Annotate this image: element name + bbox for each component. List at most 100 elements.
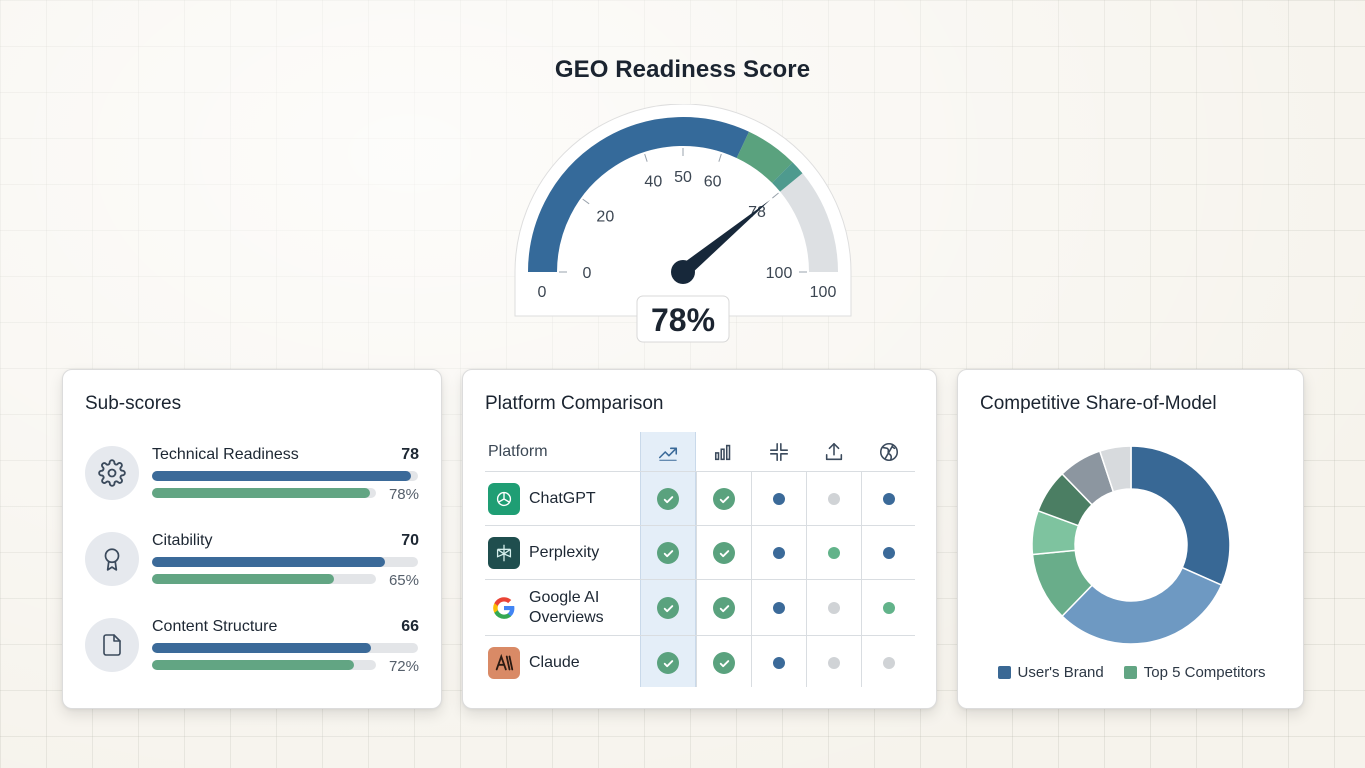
subscore-bar-primary-fill [152, 643, 372, 653]
legend-label: User's Brand [1017, 664, 1104, 681]
cell-dot [751, 472, 807, 526]
cell-dot [751, 526, 807, 580]
status-dot [773, 547, 785, 559]
gauge-tick-mark [718, 153, 722, 162]
legend-item-competitors: Top 5 Competitors [1123, 664, 1266, 681]
cell-dot [806, 472, 862, 526]
status-dot [828, 547, 840, 559]
cell-check [696, 636, 752, 690]
subscore-bar-secondary [152, 660, 376, 670]
status-dot [828, 657, 840, 669]
subscore-label: Technical Readiness [152, 446, 299, 463]
subscore-value: 78 [401, 446, 419, 463]
status-dot [828, 493, 840, 505]
platform-comparison-card: Platform Comparison Platform [462, 369, 937, 709]
cell-dot [751, 580, 807, 636]
check-icon [657, 652, 679, 674]
subscores-title: Sub-scores [85, 393, 182, 414]
status-dot [828, 602, 840, 614]
globe-icon[interactable] [861, 441, 917, 463]
table-row[interactable]: Claude [485, 636, 915, 690]
subscore-bar-primary-fill [152, 471, 412, 481]
gauge-arc-primary [528, 117, 749, 273]
gauge-tick-label: 50 [674, 169, 692, 186]
check-icon [713, 542, 735, 564]
cell-dot [806, 636, 862, 690]
legend-label: Top 5 Competitors [1143, 664, 1266, 681]
subscore-value: 70 [401, 532, 419, 549]
gauge-tick-mark [772, 192, 779, 199]
table-row[interactable]: ChatGPT [485, 472, 915, 526]
bar-chart-icon[interactable] [696, 441, 752, 463]
status-dot [883, 547, 895, 559]
perplexity-logo-icon [488, 537, 520, 569]
compress-icon[interactable] [751, 441, 807, 463]
subscore-bar-primary [152, 471, 418, 481]
platform-name: Google AI Overviews [529, 589, 604, 626]
share-donut-chart [1031, 445, 1231, 645]
cell-check [696, 472, 752, 526]
check-icon [713, 488, 735, 510]
table-row[interactable]: Perplexity [485, 526, 915, 580]
score-title: GEO Readiness Score [554, 56, 811, 83]
readiness-gauge: 0 20 40 50 60 78 100 0 100 78% [514, 104, 852, 343]
check-icon [713, 597, 735, 619]
gauge-outer-label-max: 100 [810, 284, 837, 301]
status-dot [773, 602, 785, 614]
gauge-tick-mark [644, 153, 648, 162]
cell-check [640, 580, 696, 636]
gauge-tick-label: 0 [583, 265, 592, 282]
subscore-percent: 65% [388, 572, 419, 589]
platform-comparison-title: Platform Comparison [485, 393, 664, 414]
platform-name: ChatGPT [529, 490, 596, 507]
subscore-citability: Citability 70 65% [85, 532, 419, 592]
subscore-label: Content Structure [152, 618, 278, 635]
legend-item-users-brand: User's Brand [997, 664, 1104, 681]
upload-icon[interactable] [806, 441, 862, 463]
subscore-bar-secondary-fill [152, 488, 371, 498]
subscore-percent: 78% [388, 486, 419, 503]
donut-slice [1098, 445, 1132, 493]
table-row[interactable]: Google AI Overviews [485, 580, 915, 636]
status-dot [773, 657, 785, 669]
check-icon [657, 542, 679, 564]
cell-check [696, 580, 752, 636]
donut-slice [1061, 566, 1223, 645]
check-icon [713, 652, 735, 674]
check-icon [657, 597, 679, 619]
gauge-needle [678, 199, 771, 278]
subscore-bar-primary [152, 643, 418, 653]
trend-line-icon[interactable] [640, 441, 696, 463]
document-icon [85, 618, 139, 672]
cell-dot [861, 526, 917, 580]
subscore-bar-secondary [152, 488, 376, 498]
status-dot [883, 602, 895, 614]
cell-check [640, 636, 696, 690]
score-display-box [636, 295, 730, 343]
gauge-tick-label: 40 [644, 174, 662, 191]
claude-logo-icon [488, 647, 520, 679]
gauge-tick-label: 60 [704, 174, 722, 191]
gear-icon [85, 446, 139, 500]
cell-dot [861, 636, 917, 690]
platform-name: Claude [529, 654, 580, 671]
platform-name: Perplexity [529, 544, 600, 561]
score-display-value: 78% [651, 302, 715, 338]
cell-dot [806, 526, 862, 580]
gauge-tick-label: 100 [766, 265, 793, 282]
cell-dot [806, 580, 862, 636]
subscore-content-structure: Content Structure 66 72% [85, 618, 419, 678]
google-logo-icon [488, 592, 520, 624]
status-dot [883, 493, 895, 505]
subscore-bar-secondary [152, 574, 376, 584]
subscore-technical-readiness: Technical Readiness 78 78% [85, 446, 419, 506]
gauge-arc-green [736, 131, 793, 184]
subscore-label: Citability [152, 532, 213, 549]
subscore-bar-secondary-fill [152, 574, 334, 584]
chart-legend: User's Brand Top 5 Competitors [958, 664, 1305, 681]
gauge-tick-label: 20 [596, 209, 614, 226]
subscore-bar-primary-fill [152, 557, 385, 567]
subscore-bar-primary [152, 557, 418, 567]
share-of-model-card: Competitive Share-of-Model User's Brand … [957, 369, 1304, 709]
cell-dot [861, 580, 917, 636]
